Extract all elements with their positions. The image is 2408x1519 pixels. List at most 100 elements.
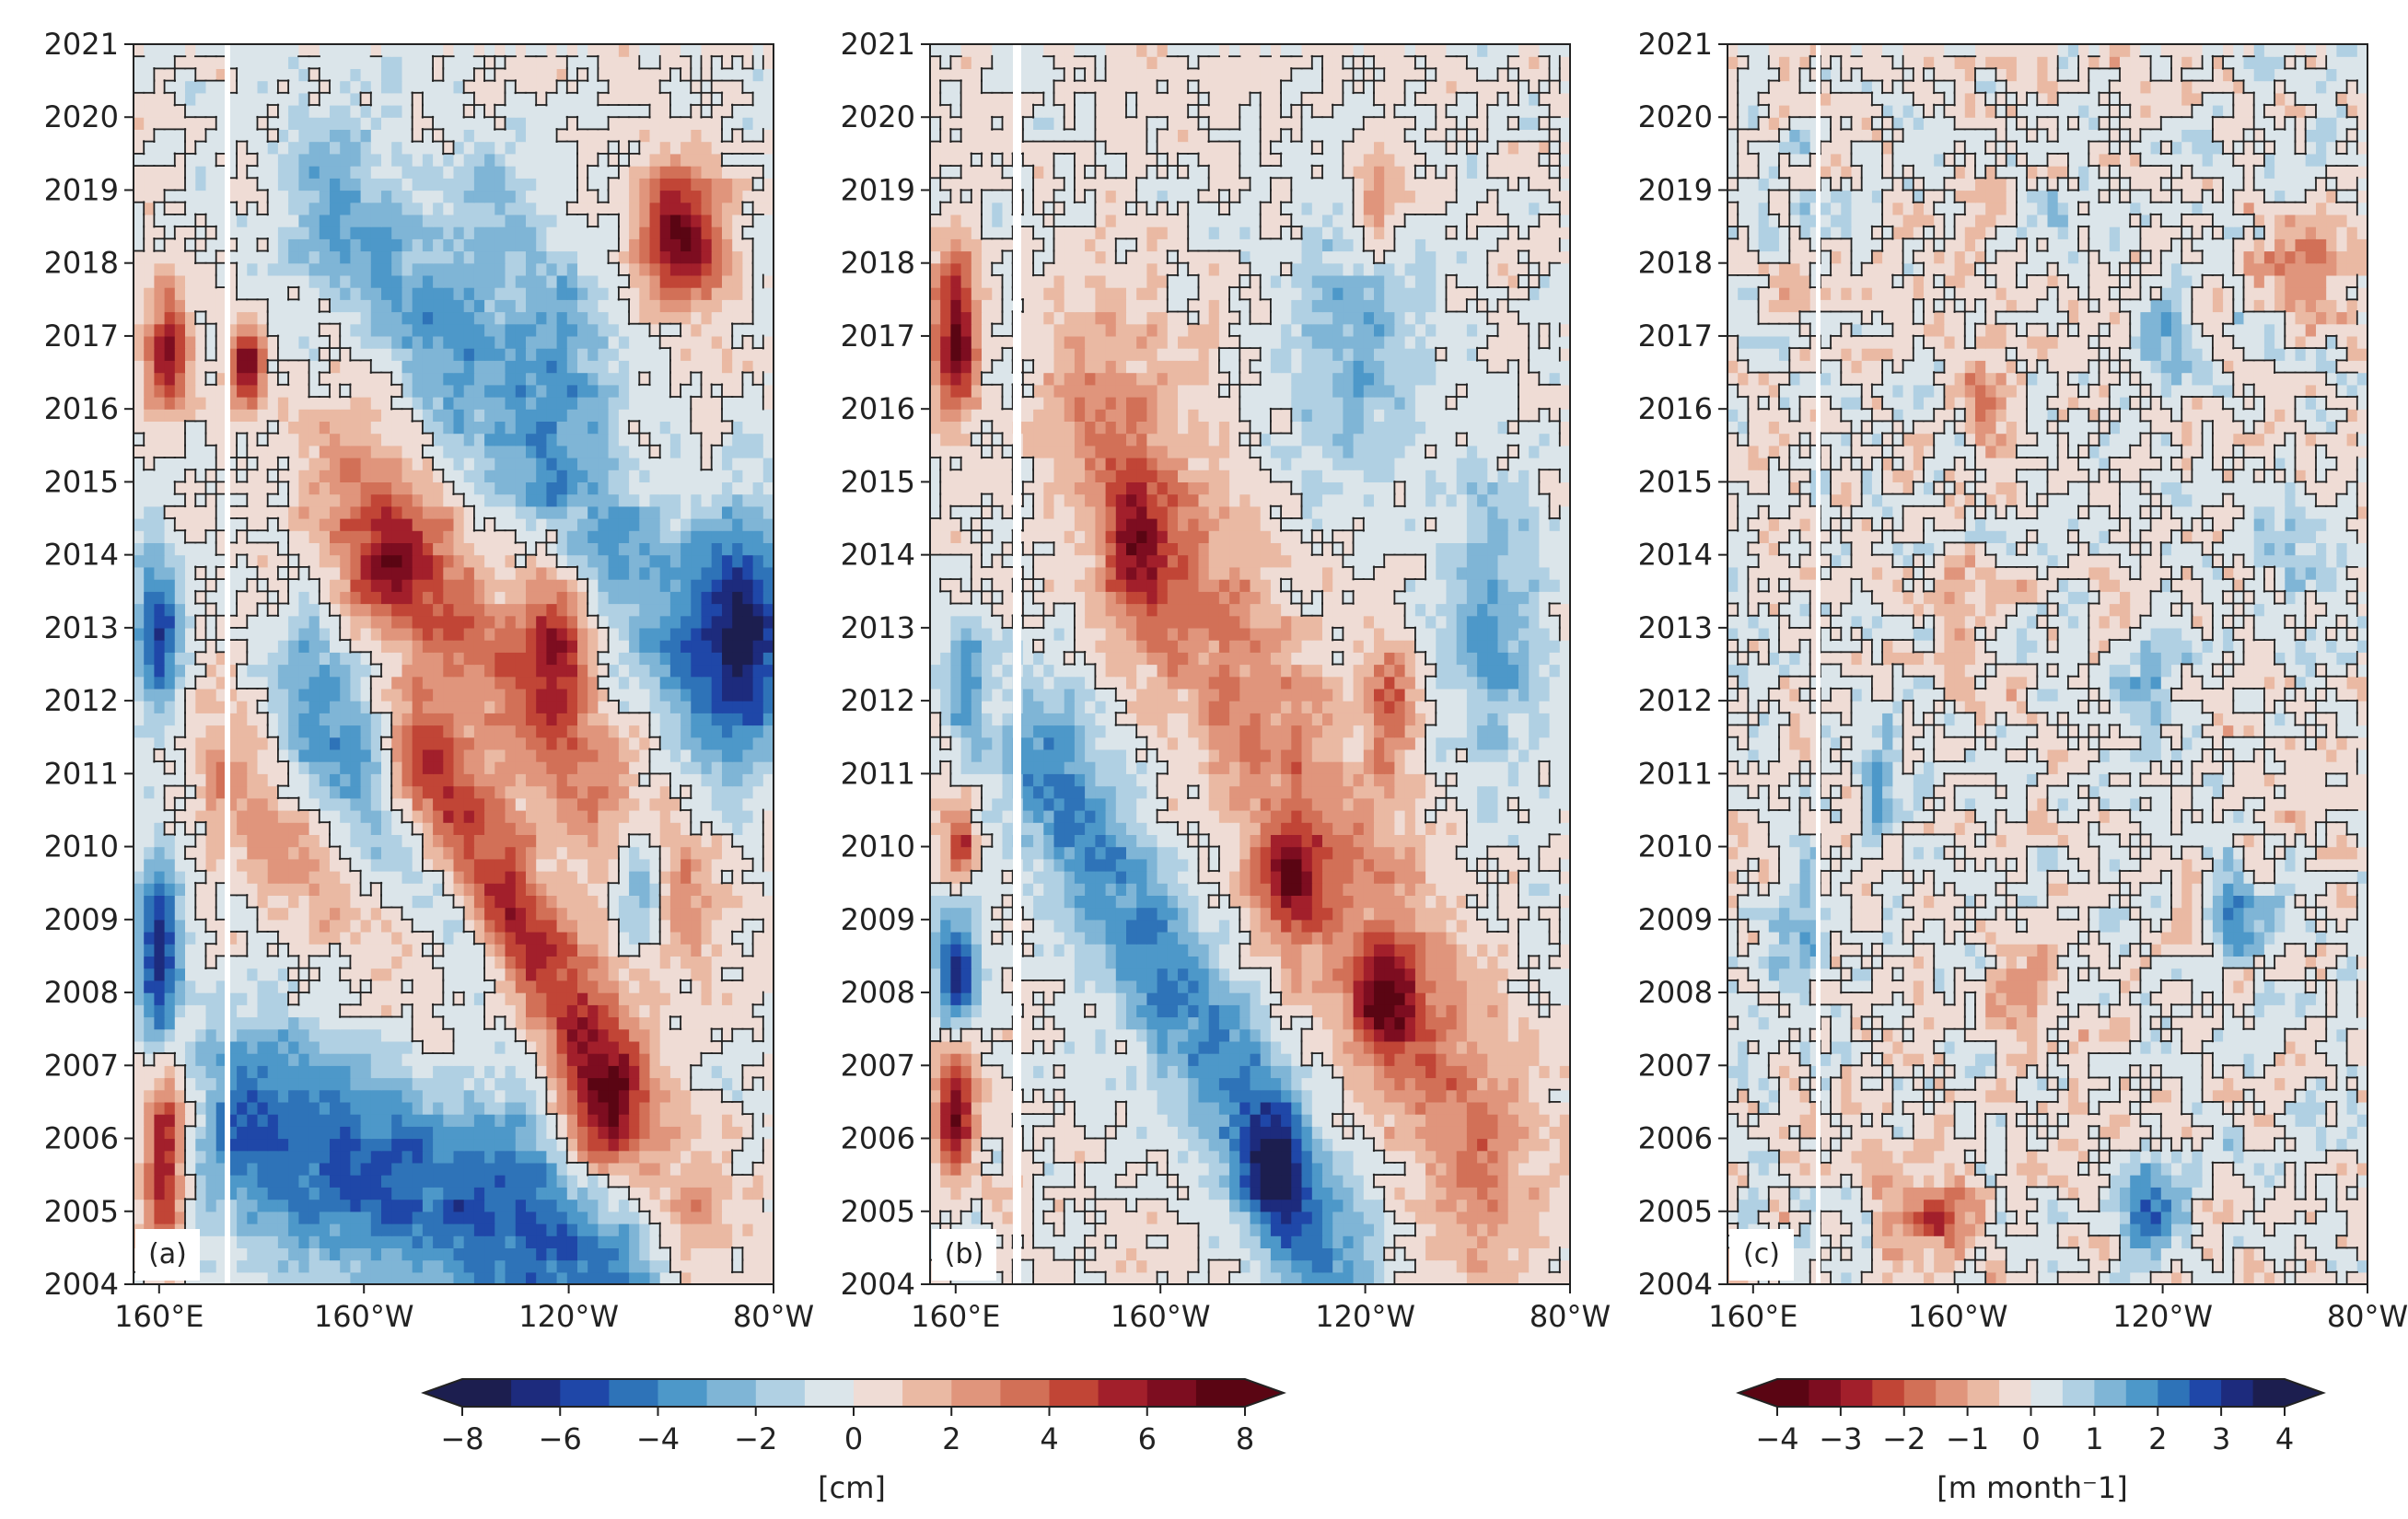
heatmap-cell [350,748,362,762]
heatmap-cell [752,773,764,787]
heatmap-cell [701,932,713,945]
heatmap-cell [473,797,485,811]
heatmap-cell [681,1101,692,1115]
heatmap-cell [401,433,413,446]
heatmap-cell [422,554,434,568]
heatmap-cell [330,883,341,896]
heatmap-cell [422,470,434,482]
heatmap-cell [185,554,196,568]
heatmap-cell [257,458,269,470]
heatmap-cell [185,579,196,592]
heatmap-cell [257,956,269,969]
heatmap-cell [144,615,155,629]
heatmap-cell [453,1187,465,1200]
heatmap-cell [473,1175,485,1188]
heatmap-cell [742,1247,754,1261]
heatmap-cell [762,493,774,507]
heatmap-cell [701,530,713,543]
heatmap-cell [473,493,485,507]
heatmap-cell [618,736,630,750]
heatmap-cell [598,1247,610,1261]
heatmap-cell [370,640,382,653]
heatmap-cell [681,810,692,823]
heatmap-cell [330,968,341,981]
heatmap-cell [330,1150,341,1164]
heatmap-cell [360,335,372,349]
heatmap-cell [473,1053,485,1066]
heatmap-cell [226,846,238,860]
heatmap-cell [732,785,743,799]
heatmap-cell [350,688,362,702]
heatmap-cell [556,421,568,435]
heatmap-cell [350,1211,362,1224]
heatmap-cell [401,810,413,823]
heatmap-cell [453,445,465,458]
heatmap-cell [237,1004,248,1018]
heatmap-cell [742,980,754,993]
heatmap-cell [566,846,578,860]
heatmap-cell [330,980,341,993]
heatmap-cell [732,1211,743,1224]
heatmap-cell [134,421,145,435]
heatmap-cell [360,932,372,945]
heatmap-cell [608,748,620,762]
heatmap-cell [422,713,434,726]
heatmap-cell [691,458,703,470]
heatmap-cell [185,688,196,702]
heatmap-cell [308,1053,320,1066]
heatmap-cell [247,335,259,349]
heatmap-cell [536,797,547,811]
heatmap-cell [681,846,692,860]
heatmap-cell [762,1040,774,1054]
heatmap-cell [515,554,527,568]
heatmap-cell [473,992,485,1005]
heatmap-cell [257,773,269,787]
heatmap-cell [608,895,620,909]
heatmap-cell [340,311,351,325]
heatmap-cell [205,458,217,470]
heatmap-cell [598,701,610,713]
heatmap-cell [381,1187,392,1200]
heatmap-cell [722,1271,733,1284]
heatmap-cell [762,895,774,909]
heatmap-cell [639,1175,651,1188]
heatmap-cell [453,980,465,993]
heatmap-cell [443,1259,455,1273]
heatmap-cell [134,505,145,519]
heatmap-cell [473,785,485,799]
heatmap-cell [443,1162,455,1176]
heatmap-cell [257,761,269,774]
heatmap-cell [639,713,651,726]
heatmap-cell [412,1016,424,1030]
heatmap-cell [566,701,578,713]
heatmap-cell [526,1175,537,1188]
heatmap-cell [494,883,506,896]
heatmap-cell [505,688,517,702]
heatmap-cell [453,846,465,860]
heatmap-cell [237,652,248,666]
heatmap-cell [566,1199,578,1212]
heatmap-cell [659,470,671,482]
heatmap-cell [267,397,279,410]
heatmap-cell [267,542,279,556]
heatmap-cell [556,1114,568,1127]
heatmap-cell [134,591,145,605]
heatmap-cell [526,348,537,361]
heatmap-cell [722,1114,733,1127]
heatmap-cell [742,701,754,713]
heatmap-cell [669,992,681,1005]
heatmap-cell [319,1089,331,1103]
heatmap-cell [237,1053,248,1066]
heatmap-cell [536,761,547,774]
heatmap-cell [381,615,392,629]
heatmap-cell [566,640,578,653]
heatmap-cell [722,311,733,325]
heatmap-cell [629,311,640,325]
heatmap-cell [752,1065,764,1079]
heatmap-cell [484,761,495,774]
heatmap-cell [185,736,196,750]
heatmap-cell [226,1089,238,1103]
heatmap-cell [494,1077,506,1091]
heatmap-cell [226,311,238,325]
heatmap-cell [195,1126,207,1140]
